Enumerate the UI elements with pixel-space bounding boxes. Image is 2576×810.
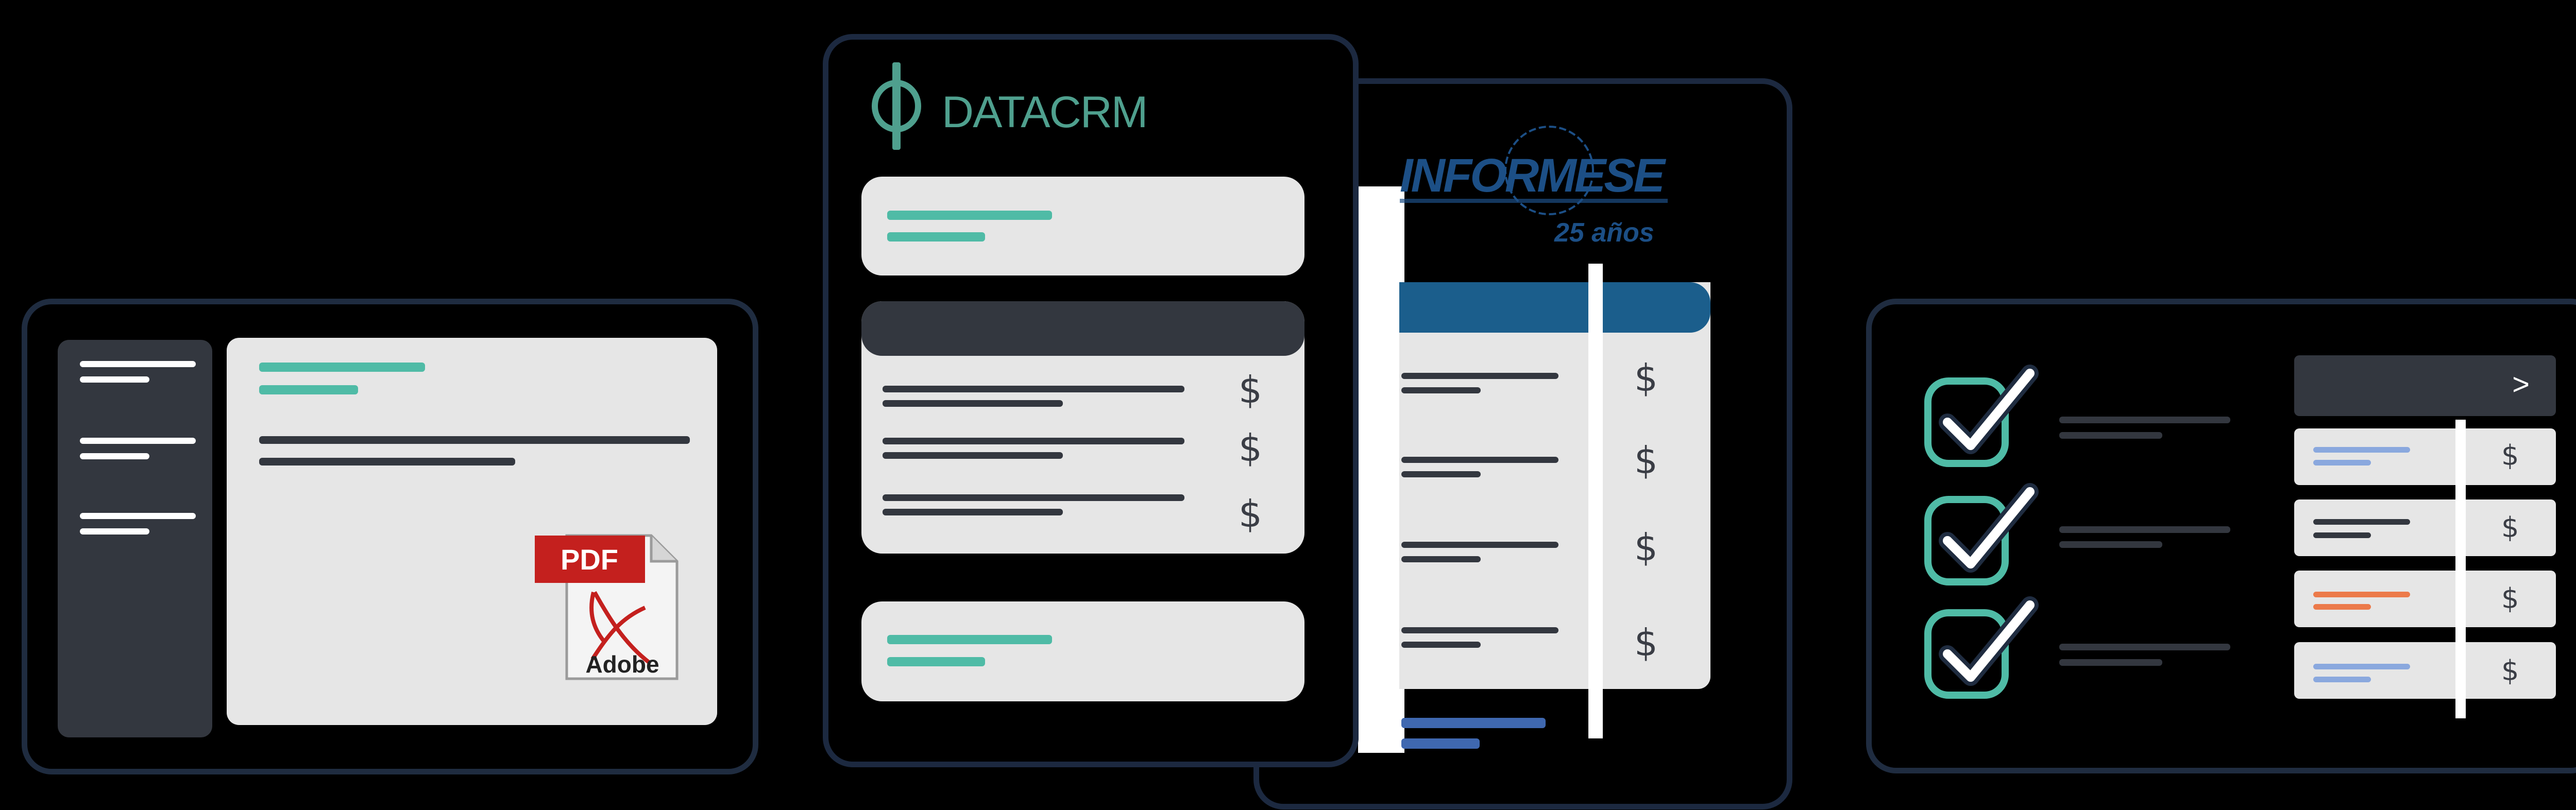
item-line: [883, 400, 1063, 407]
price-symbol: $: [2501, 511, 2519, 544]
price-row-line: [2313, 519, 2410, 525]
price-symbol: $: [1634, 526, 1658, 569]
footer-line: [1401, 738, 1480, 749]
price-symbol: $: [2501, 439, 2519, 472]
informese-wordmark: INFORMESE: [1400, 149, 1665, 202]
sidebar-line: [80, 376, 149, 383]
price-symbol: $: [1239, 492, 1262, 536]
checklist-line: [2059, 541, 2162, 548]
item-line: [883, 438, 1184, 444]
sidebar-line: [80, 528, 149, 535]
table-line: [1401, 556, 1481, 562]
price-row: [2294, 642, 2556, 699]
price-row-line: [2313, 532, 2371, 538]
datacrm-items-header: [861, 301, 1304, 356]
item-line: [883, 386, 1184, 392]
informese-table-body: [1399, 282, 1710, 689]
checklist-line: [2059, 432, 2162, 439]
price-symbol: $: [1239, 368, 1262, 411]
price-symbol: $: [1634, 439, 1658, 482]
document-text-line: [259, 458, 515, 466]
document-heading-line: [259, 385, 358, 394]
table-line: [1401, 542, 1558, 548]
table-line: [1401, 471, 1481, 477]
datacrm-logo-icon: [866, 60, 927, 152]
footer-line: [1401, 718, 1546, 728]
price-row-line: [2313, 592, 2410, 597]
checklist-line: [2059, 417, 2230, 423]
datacrm-footer-panel: [861, 601, 1304, 701]
datacrm-quote-card: [823, 34, 1359, 767]
sidebar-line: [80, 453, 149, 459]
price-symbol: $: [1239, 426, 1262, 470]
informese-years: 25 años: [1554, 218, 1654, 248]
item-line: [883, 452, 1063, 459]
table-line: [1401, 627, 1558, 633]
price-row-line: [2313, 664, 2410, 669]
price-symbol: $: [2501, 654, 2519, 687]
item-line: [883, 509, 1063, 515]
informese-column-divider: [1588, 264, 1603, 738]
price-column-divider: [2455, 420, 2466, 718]
table-line: [1401, 387, 1481, 393]
price-symbol: $: [1634, 621, 1658, 664]
checked-checkbox-icon: [1922, 587, 2045, 711]
price-symbol: $: [1634, 356, 1658, 400]
table-line: [1401, 642, 1481, 648]
informese-logo: INFORMESE 25 años: [1400, 122, 1688, 255]
price-list-header-button[interactable]: [2294, 355, 2556, 416]
price-row: [2294, 428, 2556, 485]
pdf-document-card: [22, 299, 758, 774]
panel-heading-line: [887, 211, 1052, 220]
checklist-line: [2059, 526, 2230, 533]
sidebar-line: [80, 438, 196, 444]
price-row-line: [2313, 447, 2410, 453]
document-heading-line: [259, 363, 425, 372]
price-row: [2294, 571, 2556, 627]
checked-checkbox-icon: [1922, 355, 2045, 479]
price-row-line: [2313, 460, 2371, 466]
checklist-line: [2059, 644, 2230, 650]
sidebar-line: [80, 513, 196, 519]
informese-page-edge: [1358, 186, 1404, 753]
item-line: [883, 494, 1184, 501]
checked-checkbox-icon: [1922, 474, 2045, 597]
approval-checklist-card: [1866, 299, 2576, 773]
pdf-label: PDF: [561, 543, 618, 576]
document-text-line: [259, 436, 690, 444]
checklist-line: [2059, 659, 2162, 666]
price-row-line: [2313, 677, 2371, 682]
panel-heading-line: [887, 635, 1052, 644]
pdf-file-icon: PDF Adobe: [532, 530, 681, 684]
panel-heading-line: [887, 232, 985, 242]
panel-heading-line: [887, 657, 985, 666]
price-symbol: $: [2501, 582, 2519, 615]
document-sidebar: [58, 340, 212, 737]
price-row-line: [2313, 604, 2371, 610]
datacrm-wordmark: DATACRM: [942, 88, 1148, 137]
price-row: [2294, 499, 2556, 556]
informese-table-header: [1399, 282, 1710, 333]
datacrm-header-panel: [861, 177, 1304, 275]
sidebar-line: [80, 361, 196, 367]
table-line: [1401, 457, 1558, 463]
chevron-right-icon: >: [2512, 368, 2530, 401]
adobe-label: Adobe: [585, 651, 659, 678]
table-line: [1401, 373, 1558, 379]
